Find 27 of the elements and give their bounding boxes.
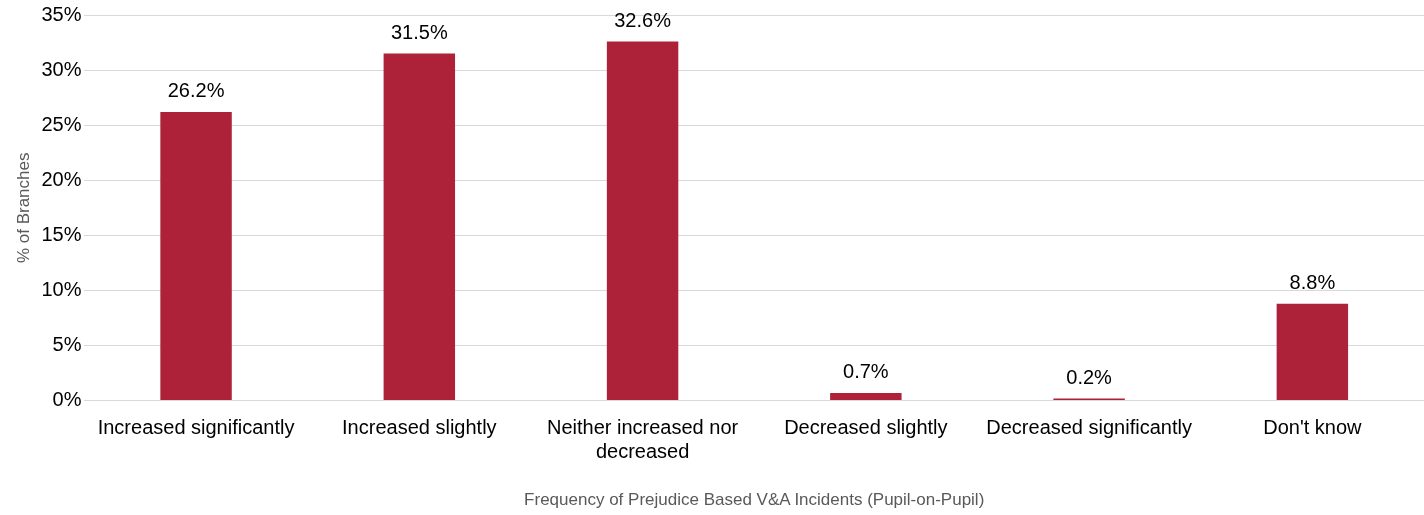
data-label: 32.6% <box>614 8 672 31</box>
x-tick-label: Increased slightly <box>342 416 497 439</box>
y-tick-label: 30% <box>41 57 82 80</box>
bar <box>830 392 902 401</box>
data-label: 0.7% <box>843 360 889 383</box>
bar <box>160 111 232 401</box>
y-tick-label: 0% <box>52 388 82 411</box>
bar <box>1276 303 1349 401</box>
y-tick-label: 35% <box>41 2 82 25</box>
data-label: 26.2% <box>167 79 225 102</box>
x-tick-label: Don't know <box>1263 416 1363 439</box>
bar <box>606 41 679 401</box>
data-label: 8.8% <box>1289 271 1336 294</box>
x-tick-label: Increased significantly <box>97 416 295 439</box>
x-tick-label: Neither increased nor decreased <box>546 416 739 463</box>
x-tick-label: Decreased slightly <box>784 416 948 439</box>
y-tick-label: 15% <box>41 222 82 245</box>
x-tick-label: Decreased significantly <box>986 416 1192 439</box>
x-axis-title: Frequency of Prejudice Based V&A Incidents (Pupil-on-Pupil) <box>524 490 985 510</box>
data-label: 0.2% <box>1066 365 1113 388</box>
data-label: 31.5% <box>390 21 448 44</box>
y-axis-title: % of Branches <box>13 152 33 264</box>
y-tick-label: 5% <box>52 333 82 356</box>
y-tick-label: 20% <box>41 167 82 190</box>
bar <box>383 53 456 401</box>
y-tick-label: 25% <box>41 112 82 135</box>
y-tick-label: 10% <box>41 277 82 300</box>
